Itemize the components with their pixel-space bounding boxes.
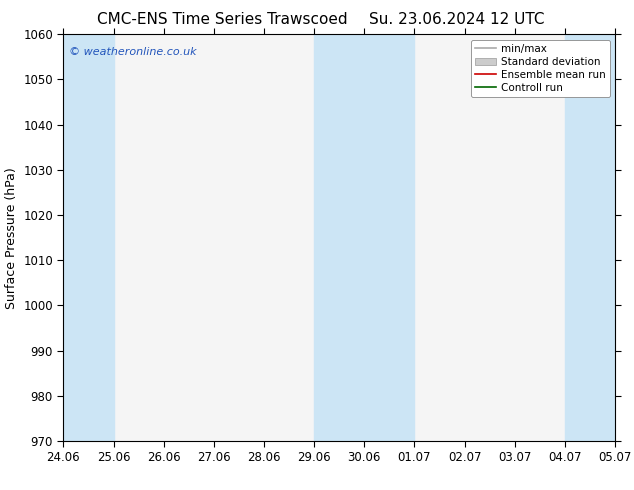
Text: © weatheronline.co.uk: © weatheronline.co.uk	[69, 47, 197, 56]
Bar	[63, 34, 113, 441]
Text: CMC-ENS Time Series Trawscoed: CMC-ENS Time Series Trawscoed	[96, 12, 347, 27]
Bar	[314, 34, 415, 441]
Y-axis label: Surface Pressure (hPa): Surface Pressure (hPa)	[4, 167, 18, 309]
Text: Su. 23.06.2024 12 UTC: Su. 23.06.2024 12 UTC	[369, 12, 544, 27]
Bar	[565, 34, 634, 441]
Legend: min/max, Standard deviation, Ensemble mean run, Controll run: min/max, Standard deviation, Ensemble me…	[470, 40, 610, 97]
